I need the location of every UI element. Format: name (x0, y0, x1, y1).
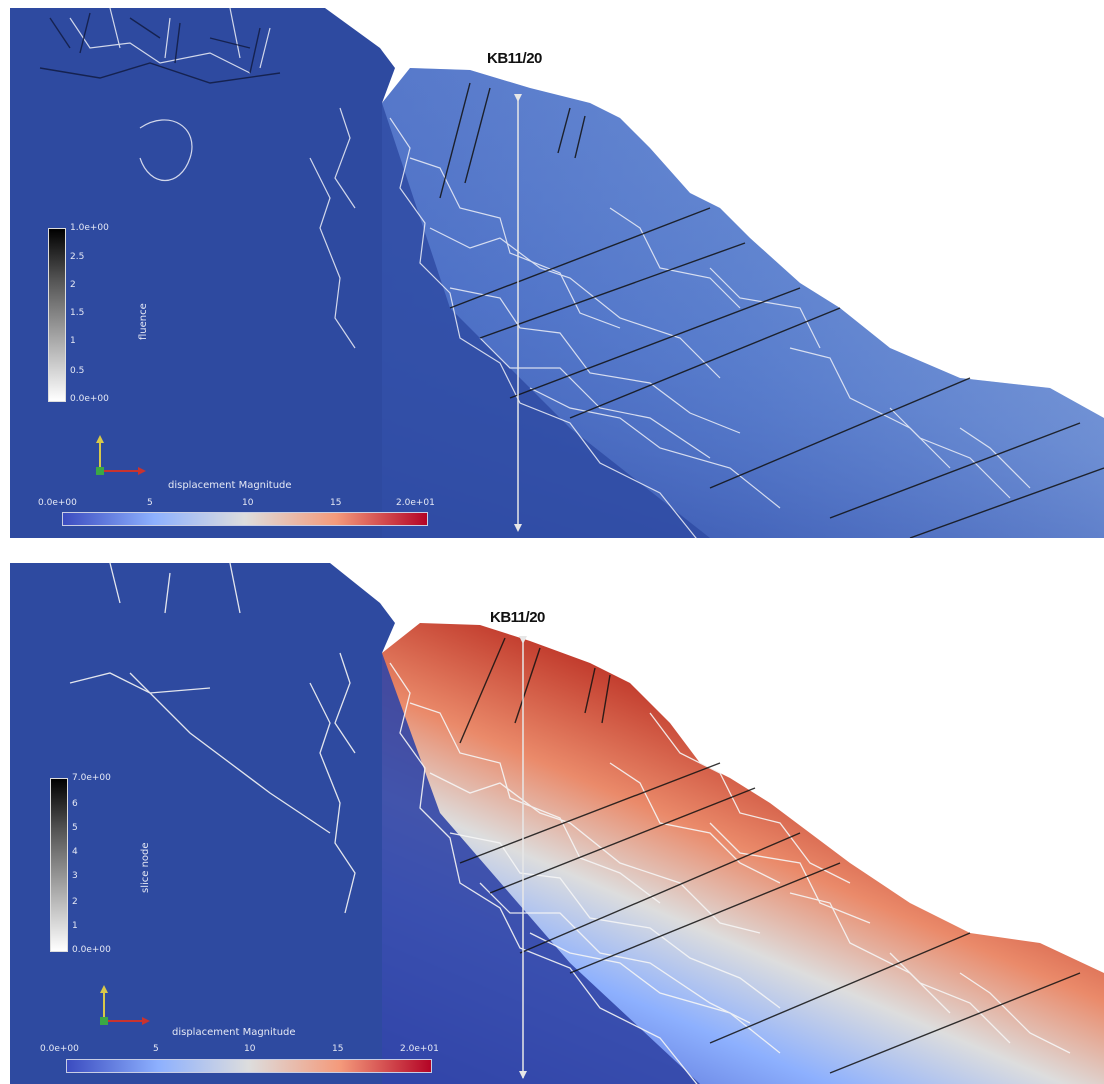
rock-mass-background (10, 563, 395, 1084)
displacement-colorbar-title: displacement Magnitude (168, 480, 292, 491)
fluence-colorbar-title: fluence (138, 303, 149, 340)
tick-label: 5 (153, 1044, 159, 1054)
fracture-network (69, 8, 1031, 538)
fracture-network (69, 563, 1071, 1084)
tick-label: 6 (72, 799, 78, 809)
slice-node-colorbar-title: slice node (140, 842, 151, 893)
borehole-label: KB11/20 (490, 609, 545, 626)
tick-label: 2.5 (70, 252, 85, 262)
tick-label: 0.0e+00 (72, 945, 111, 955)
tick-label: 7.0e+00 (72, 773, 111, 783)
rock-mass-background (10, 8, 395, 538)
tick-label: 10 (242, 498, 254, 508)
top-panel: KB11/20 1.0e+00 2.5 2 1.5 1 0.5 0.0e+00 … (10, 8, 1104, 538)
tick-label: 1 (72, 921, 78, 931)
tick-label: 5 (72, 823, 78, 833)
tick-label: 5 (147, 498, 153, 508)
tick-label: 1.5 (70, 308, 85, 318)
tick-label: 2 (72, 897, 78, 907)
xyz-axes-icon (96, 435, 146, 475)
tick-label: 0.0e+00 (70, 394, 109, 404)
tick-label: 2 (70, 280, 76, 290)
joint-sets (439, 82, 1104, 538)
fluence-colorbar (48, 228, 66, 402)
tick-label: 0.0e+00 (38, 498, 77, 508)
tick-label: 0.5 (70, 366, 85, 376)
tick-label: 10 (244, 1044, 256, 1054)
xyz-axes-icon (100, 985, 150, 1025)
displacement-colorbar-title: displacement Magnitude (172, 1027, 296, 1038)
tick-label: 3 (72, 871, 78, 881)
borehole-label: KB11/20 (487, 50, 542, 67)
displacement-colorbar (66, 1059, 432, 1073)
displacement-colorbar (62, 512, 428, 526)
tick-label: 1 (70, 336, 76, 346)
tick-label: 4 (72, 847, 78, 857)
bottom-model-view (10, 563, 1104, 1084)
tick-label: 15 (330, 498, 342, 508)
top-model-view (10, 8, 1104, 538)
bottom-panel: KB11/20 7.0e+00 6 5 4 3 2 1 0.0e+00 slic… (10, 563, 1104, 1084)
tick-label: 2.0e+01 (400, 1044, 439, 1054)
tick-label: 2.0e+01 (396, 498, 435, 508)
joint-sets (459, 637, 1081, 1074)
tick-label: 1.0e+00 (70, 223, 109, 233)
tick-label: 15 (332, 1044, 344, 1054)
slice-node-colorbar (50, 778, 68, 952)
tick-label: 0.0e+00 (40, 1044, 79, 1054)
